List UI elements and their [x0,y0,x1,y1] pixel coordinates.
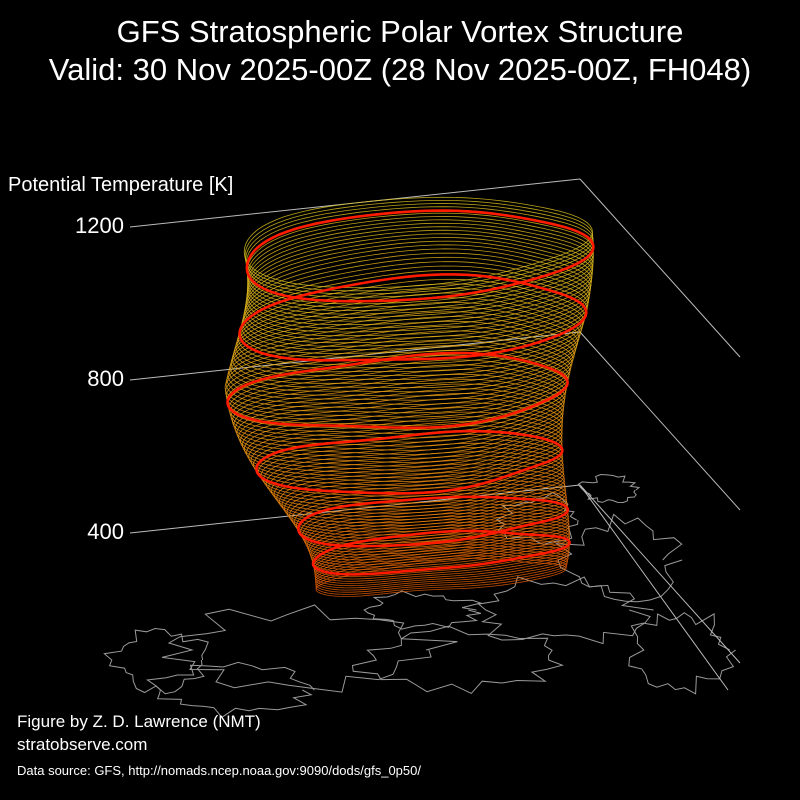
isentrope-contour [234,292,582,377]
z-tick-label: 1200 [75,213,124,238]
chart-title-line2: Valid: 30 Nov 2025-00Z (28 Nov 2025-00Z,… [48,52,752,87]
vortex-isosurface [224,196,594,597]
coastline [555,513,683,603]
z-axis-frame [129,178,741,691]
isentrope-contour [233,297,581,380]
coastline [628,612,736,695]
coastline [161,604,458,693]
coastline [351,625,564,695]
isentrope-contour [227,320,575,401]
isentrope-contour [231,301,580,385]
isentrope-contour [225,330,573,409]
isentrope-contour [224,335,572,414]
highlighted-isentrope [238,273,588,362]
coastline [363,590,483,630]
isentrope-contour [243,196,593,289]
z-tick-label: 800 [87,366,124,391]
coastline [577,473,641,504]
chart-title-line1: GFS Stratospheric Polar Vortex Structure [116,14,684,49]
highlighted-isentrope [296,495,570,548]
highlighted-isentrope [255,429,564,495]
credit-author: Figure by Z. D. Lawrence (NMT) [17,712,261,731]
isentrope-contour [235,287,584,373]
credit-data-source: Data source: GFS, http://nomads.ncep.noa… [17,763,421,778]
highlighted-isentrope [245,209,595,303]
credit-website: stratobserve.com [17,735,148,754]
isentrope-contour [236,388,564,459]
coastline-map [103,473,736,718]
isentrope-contour [233,378,565,451]
coastline [146,661,315,718]
isentrope-contour [226,325,574,405]
isentrope-contour [315,555,568,595]
isentrope-contour [230,306,579,389]
isentrope-contour [228,316,576,397]
isentrope-contour [315,552,568,593]
isentrope-contour [315,557,567,597]
isentrope-contour [241,265,589,354]
coastline [477,576,654,645]
z-gridline-depth [579,178,741,358]
z-gridline-depth [579,331,741,511]
coastline [103,627,209,695]
highlighted-isentropes [226,209,595,576]
z-gridline-depth [579,484,729,691]
z-axis-label: Potential Temperature [K] [8,174,234,196]
z-gridline-depth [579,484,741,664]
z-tick-label: 400 [87,519,124,544]
